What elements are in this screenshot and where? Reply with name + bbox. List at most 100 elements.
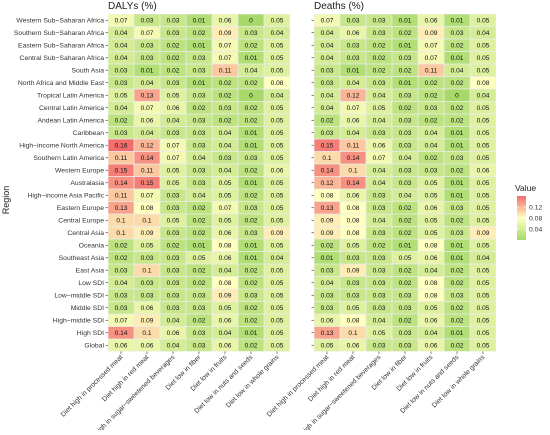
heatmap-cell bbox=[392, 276, 418, 289]
cell-value-label: 0.06 bbox=[425, 18, 438, 25]
heatmap-cell bbox=[160, 214, 186, 227]
cell-value-label: 0.05 bbox=[425, 180, 438, 187]
heatmap-cell bbox=[186, 51, 212, 64]
heatmap-cell bbox=[470, 289, 496, 302]
heatmap-cell bbox=[314, 164, 340, 177]
cell-value-label: 0.05 bbox=[477, 143, 490, 150]
cell-value-label: 0.01 bbox=[347, 68, 360, 75]
cell-value-label: 0.14 bbox=[347, 180, 360, 187]
cell-value-label: 0.05 bbox=[347, 243, 360, 250]
cell-value-label: 0.06 bbox=[425, 255, 438, 262]
heatmap-cell bbox=[366, 276, 392, 289]
heatmap-cell bbox=[264, 89, 290, 102]
cell-value-label: 0.05 bbox=[193, 255, 206, 262]
heatmap-cell bbox=[418, 139, 444, 152]
cell-value-label: 0.02 bbox=[425, 80, 438, 87]
heatmap-cell bbox=[470, 189, 496, 202]
heatmap-cell bbox=[212, 189, 238, 202]
y-axis-tick-label: Global bbox=[84, 343, 104, 350]
heatmap-cell bbox=[392, 51, 418, 64]
cell-value-label: 0.03 bbox=[193, 118, 206, 125]
heatmap-cell bbox=[264, 251, 290, 264]
cell-value-label: 0.05 bbox=[477, 280, 490, 287]
cell-value-label: 0.05 bbox=[271, 130, 284, 137]
cell-value-label: 0.05 bbox=[399, 255, 412, 262]
heatmap-cell bbox=[470, 101, 496, 114]
cell-value-label: 0.03 bbox=[141, 280, 154, 287]
cell-value-label: 0.01 bbox=[451, 55, 464, 62]
cell-value-label: 0.02 bbox=[245, 193, 258, 200]
cell-value-label: 0.02 bbox=[245, 318, 258, 325]
cell-value-label: 0.04 bbox=[477, 93, 490, 100]
heatmap-cell bbox=[366, 126, 392, 139]
heatmap-cell bbox=[160, 339, 186, 352]
cell-value-label: 0.06 bbox=[477, 168, 490, 175]
cell-value-label: 0.05 bbox=[477, 218, 490, 225]
cell-value-label: 0.03 bbox=[167, 130, 180, 137]
cell-value-label: 0.03 bbox=[399, 168, 412, 175]
heatmap-cell bbox=[470, 201, 496, 214]
heatmap-cell bbox=[444, 51, 470, 64]
heatmap-cell bbox=[340, 226, 366, 239]
heatmap-cell bbox=[186, 164, 212, 177]
heatmap-cell bbox=[418, 64, 444, 77]
cell-value-label: 0.05 bbox=[271, 193, 284, 200]
cell-value-label: 0.01 bbox=[193, 243, 206, 250]
heatmap-cell bbox=[418, 151, 444, 164]
heatmap-cell bbox=[186, 201, 212, 214]
cell-value-label: 0.02 bbox=[245, 305, 258, 312]
heatmap-cell bbox=[186, 39, 212, 52]
legend-tick-label: 0.08 bbox=[529, 215, 542, 222]
cell-value-label: 0.03 bbox=[167, 193, 180, 200]
heatmap-cell bbox=[212, 114, 238, 127]
cell-value-label: 0.05 bbox=[477, 18, 490, 25]
cell-value-label: 0.01 bbox=[193, 80, 206, 87]
heatmap-cell bbox=[392, 101, 418, 114]
cell-value-label: 0.01 bbox=[451, 330, 464, 337]
cell-value-label: 0.04 bbox=[425, 130, 438, 137]
cell-value-label: 0.03 bbox=[245, 230, 258, 237]
heatmap-cell bbox=[238, 339, 264, 352]
heatmap-cell bbox=[264, 301, 290, 314]
heatmap-cell bbox=[212, 264, 238, 277]
cell-value-label: 0.04 bbox=[115, 43, 128, 50]
cell-value-label: 0.03 bbox=[193, 305, 206, 312]
heatmap-cell bbox=[366, 64, 392, 77]
heatmap-cell bbox=[134, 89, 160, 102]
cell-value-label: 0.06 bbox=[219, 18, 232, 25]
heatmap-cell bbox=[134, 339, 160, 352]
cell-value-label: 0.04 bbox=[373, 218, 386, 225]
cell-value-label: 0.02 bbox=[115, 243, 128, 250]
y-axis-tick-label: Southern Sub−Saharan Africa bbox=[14, 30, 104, 37]
cell-value-label: 0.09 bbox=[477, 230, 490, 237]
heatmap-cell bbox=[418, 39, 444, 52]
heatmap-cell bbox=[392, 114, 418, 127]
heatmap-cell bbox=[470, 89, 496, 102]
heatmap-cell bbox=[212, 239, 238, 252]
heatmap-cell bbox=[340, 176, 366, 189]
y-axis-tick-label: Caribbean bbox=[73, 130, 105, 137]
cell-value-label: 0.02 bbox=[451, 268, 464, 275]
heatmap-cell bbox=[134, 139, 160, 152]
cell-value-label: 0.05 bbox=[477, 68, 490, 75]
cell-value-label: 0.04 bbox=[167, 343, 180, 350]
cell-value-label: 0.02 bbox=[451, 80, 464, 87]
heatmap-cell bbox=[340, 139, 366, 152]
heatmap-cell bbox=[238, 314, 264, 327]
cell-value-label: 0.02 bbox=[193, 218, 206, 225]
cell-value-label: 0.07 bbox=[219, 55, 232, 62]
heatmap-cell bbox=[366, 26, 392, 39]
heatmap-cell bbox=[186, 301, 212, 314]
cell-value-label: 0.1 bbox=[116, 230, 125, 237]
heatmap-cell bbox=[264, 76, 290, 89]
heatmap-cell bbox=[314, 39, 340, 52]
heatmap-cell bbox=[340, 301, 366, 314]
heatmap-cell bbox=[444, 189, 470, 202]
heatmap-cell bbox=[366, 239, 392, 252]
cell-value-label: 0.08 bbox=[219, 280, 232, 287]
cell-value-label: 0.05 bbox=[271, 155, 284, 162]
cell-value-label: 0.06 bbox=[219, 318, 232, 325]
cell-value-label: 0.1 bbox=[322, 155, 331, 162]
heatmap-cell bbox=[418, 176, 444, 189]
cell-value-label: 0.03 bbox=[373, 280, 386, 287]
